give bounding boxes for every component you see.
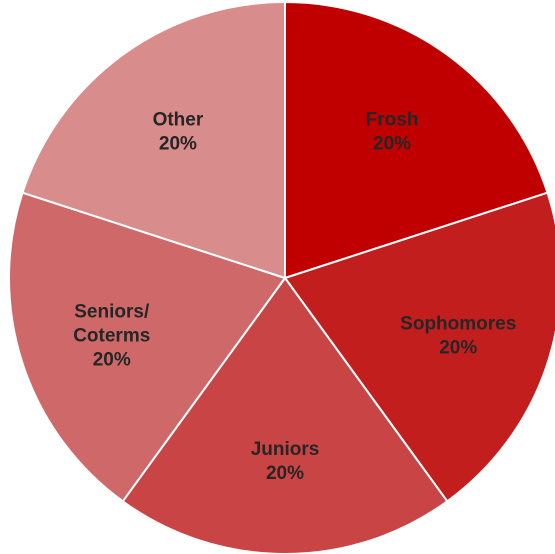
labels-layer: Frosh 20%Sophomores 20%Juniors 20%Seniors/C… xyxy=(73,110,516,485)
slice-percent-label: 20% xyxy=(266,463,304,484)
pie-slice-juniors xyxy=(121,276,449,554)
pie-slice-frosh xyxy=(284,0,549,280)
pie-slice-other xyxy=(21,0,286,280)
slice-percent-label: 20% xyxy=(159,134,197,155)
slice-category-label: Frosh xyxy=(366,110,419,131)
slice-category-label: Sophomores xyxy=(400,313,516,334)
slice-category-label: Coterms xyxy=(73,325,150,346)
slice-category-label: Juniors xyxy=(251,439,320,460)
slice-label-seniors-coterms: Seniors/Coterms 20% xyxy=(73,301,150,370)
slice-label-sophomores: Sophomores 20% xyxy=(400,313,516,358)
slice-percent-label: 20% xyxy=(93,349,131,370)
slice-label-juniors: Juniors 20% xyxy=(251,439,320,484)
slice-label-other: Other 20% xyxy=(153,110,204,155)
pie-slice-seniors-coterms xyxy=(8,191,287,503)
pie-slice-sophomores xyxy=(283,191,555,503)
slice-label-frosh: Frosh 20% xyxy=(366,110,419,155)
slice-percent-label: 20% xyxy=(373,134,411,155)
slice-percent-label: 20% xyxy=(439,337,477,358)
slices-layer xyxy=(8,0,555,554)
slice-category-label: Other xyxy=(153,110,204,131)
slice-category-label: Seniors/ xyxy=(74,301,150,322)
